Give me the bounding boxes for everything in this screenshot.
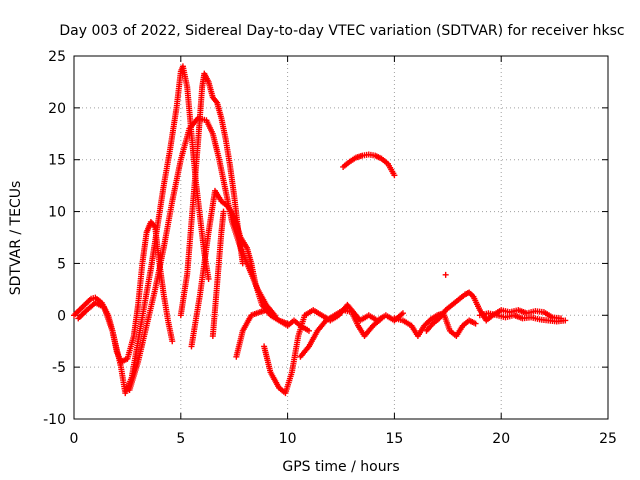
y-tick-label: 20 xyxy=(48,101,66,117)
data-point xyxy=(378,315,385,322)
y-tick-label: 0 xyxy=(57,308,66,324)
series-trace-l xyxy=(423,289,565,334)
series-trace-g xyxy=(233,307,312,360)
x-tick-label: 25 xyxy=(599,431,617,447)
series-trace-m xyxy=(476,310,569,325)
y-tick-label: 5 xyxy=(57,256,66,272)
series-trace-e xyxy=(188,187,291,350)
data-point xyxy=(239,260,246,267)
y-tick-label: 25 xyxy=(48,49,66,65)
data-marks xyxy=(71,63,569,397)
data-point xyxy=(205,275,212,282)
series-trace-d xyxy=(177,70,246,319)
chart-title: Day 003 of 2022, Sidereal Day-to-day VTE… xyxy=(59,23,624,39)
series-trace-f xyxy=(209,208,227,340)
data-point xyxy=(220,208,227,215)
y-tick-label: -5 xyxy=(52,360,66,376)
data-point xyxy=(305,327,312,334)
series-trace-b xyxy=(75,63,212,397)
x-tick-label: 20 xyxy=(492,431,510,447)
series-trace-j xyxy=(340,151,398,179)
data-point xyxy=(562,317,569,324)
series-isolated xyxy=(442,271,449,278)
data-point xyxy=(213,98,220,105)
x-tick-label: 10 xyxy=(279,431,297,447)
data-point xyxy=(399,310,406,317)
series-trace-i xyxy=(297,307,385,360)
data-point xyxy=(169,338,176,345)
data-point xyxy=(472,320,479,327)
x-axis-label: GPS time / hours xyxy=(282,459,399,475)
series-trace-a xyxy=(71,218,176,365)
x-tick-label: 5 xyxy=(176,431,185,447)
data-point xyxy=(391,172,398,179)
y-axis-label: SDTVAR / TECUs xyxy=(8,181,24,296)
series-trace-c xyxy=(126,115,278,393)
y-tick-label: -10 xyxy=(43,412,66,428)
x-tick-label: 15 xyxy=(385,431,403,447)
plot-frame xyxy=(73,55,609,420)
data-point xyxy=(442,271,449,278)
axis-ticks: 0 5 10 15 20 25 -10 -5 0 5 10 15 20 25 xyxy=(43,49,617,447)
y-tick-label: 15 xyxy=(48,153,66,169)
x-tick-label: 0 xyxy=(70,431,79,447)
data-point xyxy=(151,222,158,229)
y-tick-label: 10 xyxy=(48,205,66,221)
